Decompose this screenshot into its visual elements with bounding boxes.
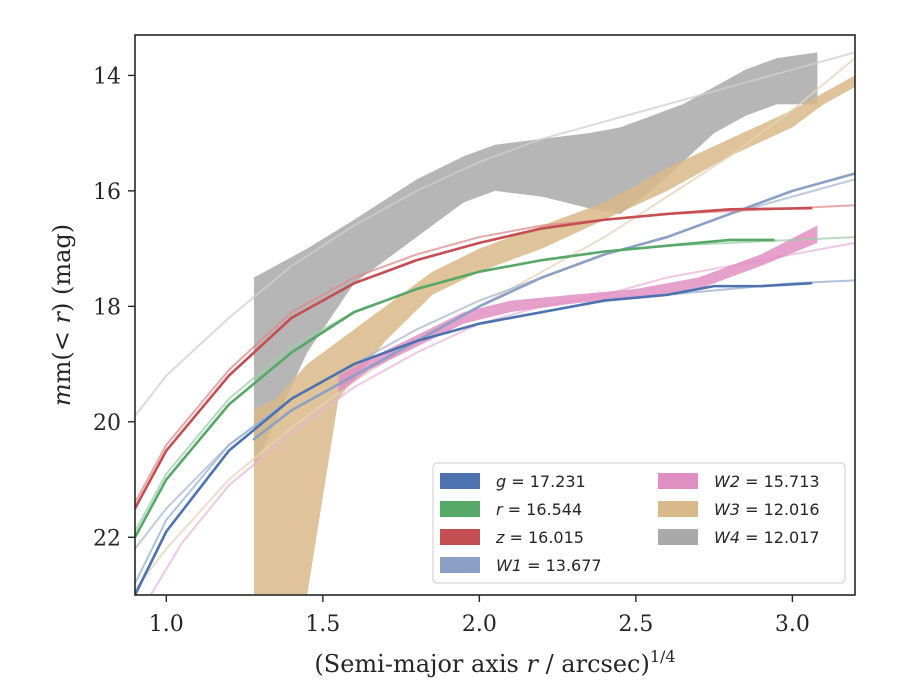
y-tick-label: 20: [93, 411, 121, 436]
legend-label-w2: W2 = 15.713: [714, 472, 820, 491]
plot-frame: [134, 34, 856, 596]
legend-swatch-w2: [658, 473, 698, 489]
legend-swatch-w1: [440, 557, 480, 573]
legend-swatch-w3: [658, 501, 698, 517]
legend: g = 17.231 r = 16.544 z = 16.015 W1 = 13.67…: [432, 462, 846, 584]
legend-swatch-w4: [658, 529, 698, 545]
series-line-z: [135, 206, 813, 510]
series-line-z-model: [135, 204, 855, 504]
y-tick-label: 14: [93, 64, 121, 89]
series-line-r: [135, 238, 775, 539]
legend-swatch-z: [440, 529, 480, 545]
x-axis-label: (Semi-major axis r / arcsec)1/4: [314, 647, 675, 678]
series-line-w1: [252, 172, 855, 441]
legend-box: [432, 462, 846, 584]
x-tick-label: 3.0: [775, 612, 810, 637]
series-band-w4: [253, 52, 818, 468]
series-line-w4-model: [135, 51, 855, 418]
y-tick-label: 16: [93, 180, 121, 205]
plot-area: [135, 51, 855, 595]
legend-label-w1: W1 = 13.677: [496, 556, 602, 575]
x-tick-label: 2.0: [462, 612, 497, 637]
legend-swatch-g: [440, 473, 480, 489]
legend-label-g: g = 17.231: [496, 472, 586, 491]
legend-label-w3: W3 = 12.016: [714, 500, 820, 519]
series-band-w3: [253, 75, 855, 595]
y-axis-label: mm(< r) (mag): [48, 224, 76, 406]
y-tick-label: 22: [93, 526, 121, 551]
legend-label-w4: W4 = 12.017: [714, 528, 820, 547]
x-tick-label: 2.5: [618, 612, 653, 637]
legend-label-z: z = 16.015: [495, 528, 584, 547]
legend-swatch-r: [440, 501, 480, 517]
x-tick-label: 1.0: [149, 612, 184, 637]
axis-ticks: 1.0 1.5 2.0 2.5 3.0 14 16 18 20 22: [93, 64, 810, 637]
legend-label-r: r = 16.544: [496, 500, 582, 519]
y-tick-label: 18: [93, 295, 121, 320]
series-line-g: [135, 281, 813, 595]
x-tick-label: 1.5: [305, 612, 340, 637]
